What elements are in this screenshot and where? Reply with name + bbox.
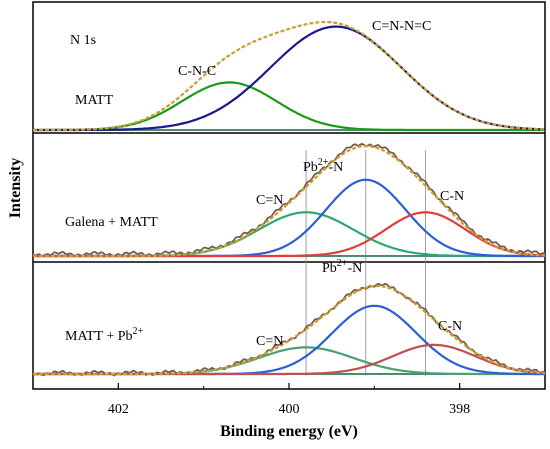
envelope-line <box>33 144 546 258</box>
panel-middle <box>32 142 546 258</box>
panel-top <box>33 20 546 132</box>
x-tick-label: 398 <box>449 402 470 417</box>
peak-annotation: Pb2+-N <box>322 258 362 276</box>
peak-annotation: Pb2+-N <box>303 157 343 175</box>
peak-annotation: C-N-C <box>178 64 216 79</box>
peak-annotation: C-N <box>440 189 464 204</box>
peak-annotation: C-N <box>438 319 462 334</box>
x-axis-label: Binding energy (eV) <box>220 423 358 440</box>
y-axis-label: Intensity <box>7 158 24 218</box>
sample-label: Galena + MATT <box>65 215 158 230</box>
peak-annotation: C=N-N=C <box>372 19 431 34</box>
x-tick-label: 402 <box>108 402 129 417</box>
x-tick-label: 400 <box>279 402 300 417</box>
peak-annotation: N 1s <box>70 33 96 48</box>
peak-annotation: C=N <box>256 334 283 349</box>
peak-annotation: C=N <box>256 193 283 208</box>
panel-bottom <box>32 282 546 377</box>
sample-label: MATT + Pb2+ <box>65 326 144 344</box>
envelope-line <box>33 284 546 376</box>
envelope-line <box>33 20 546 132</box>
sample-label: MATT <box>75 93 114 108</box>
plot-area: MATT N 1s C-N-C C=N-N=C Galena + MATT Pb2+-N C… <box>32 1 546 417</box>
